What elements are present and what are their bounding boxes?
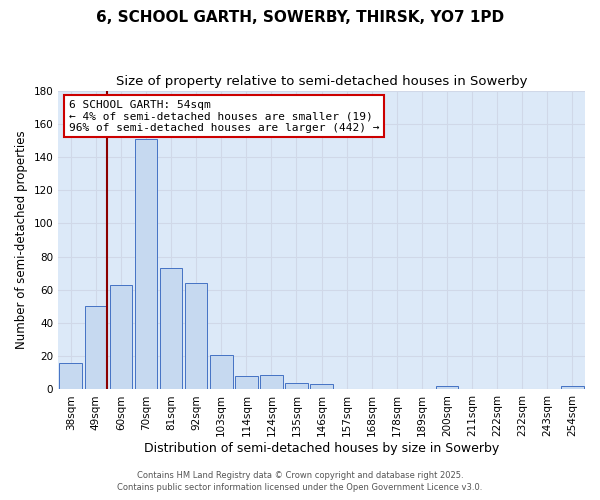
X-axis label: Distribution of semi-detached houses by size in Sowerby: Distribution of semi-detached houses by … bbox=[144, 442, 499, 455]
Bar bbox=[310, 384, 333, 390]
Bar bbox=[260, 374, 283, 390]
Bar bbox=[185, 283, 208, 390]
Bar bbox=[285, 383, 308, 390]
Bar bbox=[134, 138, 157, 390]
Bar bbox=[235, 376, 257, 390]
Bar bbox=[110, 285, 132, 390]
Bar bbox=[160, 268, 182, 390]
Bar bbox=[436, 386, 458, 390]
Title: Size of property relative to semi-detached houses in Sowerby: Size of property relative to semi-detach… bbox=[116, 75, 527, 88]
Text: 6, SCHOOL GARTH, SOWERBY, THIRSK, YO7 1PD: 6, SCHOOL GARTH, SOWERBY, THIRSK, YO7 1P… bbox=[96, 10, 504, 25]
Bar bbox=[561, 386, 584, 390]
Bar bbox=[59, 363, 82, 390]
Y-axis label: Number of semi-detached properties: Number of semi-detached properties bbox=[15, 130, 28, 350]
Bar bbox=[210, 354, 233, 390]
Text: Contains HM Land Registry data © Crown copyright and database right 2025.
Contai: Contains HM Land Registry data © Crown c… bbox=[118, 471, 482, 492]
Text: 6 SCHOOL GARTH: 54sqm
← 4% of semi-detached houses are smaller (19)
96% of semi-: 6 SCHOOL GARTH: 54sqm ← 4% of semi-detac… bbox=[69, 100, 379, 132]
Bar bbox=[85, 306, 107, 390]
